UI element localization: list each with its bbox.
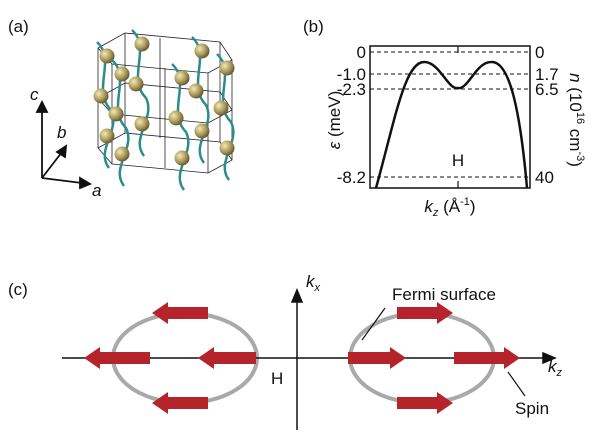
axis-b: b — [57, 123, 66, 142]
spin-arrow — [152, 302, 208, 324]
kz-label: kz — [548, 357, 563, 379]
panel-label: (c) — [8, 280, 28, 299]
spin-arrow — [397, 392, 453, 414]
spin-arrow — [152, 392, 208, 414]
right-tick-label: 0 — [535, 43, 544, 62]
left-tick-label: 0 — [357, 43, 366, 62]
spiral-chains — [94, 30, 235, 190]
atom — [175, 151, 190, 166]
fermi-surface-label: Fermi surface — [392, 285, 496, 304]
atom — [175, 71, 190, 86]
point-label: H — [452, 151, 464, 170]
y2-axis-label: n (1016 cm-3) — [566, 73, 586, 167]
point-label: H — [271, 369, 283, 388]
atom — [129, 77, 144, 92]
spin-arrow — [348, 347, 406, 369]
atom — [214, 101, 229, 116]
atom — [135, 117, 150, 132]
left-tick-label: -8.2 — [337, 168, 366, 187]
axis-a: a — [92, 181, 101, 200]
atom — [189, 84, 204, 99]
atom — [100, 129, 115, 144]
y-axis-label: ε (meV) — [325, 91, 344, 149]
atom — [169, 111, 184, 126]
atom — [94, 89, 109, 104]
atom — [115, 67, 130, 82]
atom — [109, 107, 124, 122]
right-tick-label: 6.5 — [535, 80, 559, 99]
dashed-levels — [370, 52, 530, 177]
kx-label: kx — [306, 272, 321, 294]
figure: (a) c b a (b) 0-1.0-2.3-8.201.76.540 ε (… — [0, 0, 605, 433]
spin-arrow — [84, 347, 150, 369]
leader-line — [508, 372, 525, 396]
spin-arrow — [198, 347, 256, 369]
x-axis-label: kz (Å-1) — [424, 196, 475, 219]
right-tick-label: 40 — [535, 168, 554, 187]
atom — [195, 44, 210, 59]
leader-line — [362, 308, 385, 340]
atom — [135, 37, 150, 52]
atom — [220, 61, 235, 76]
spin-label: Spin — [515, 399, 549, 418]
atom — [195, 124, 210, 139]
axis-c: c — [30, 85, 39, 104]
spin-arrow — [454, 347, 520, 369]
spin-arrow — [397, 302, 453, 324]
axes-triad — [37, 102, 90, 188]
atom — [220, 141, 235, 156]
panel-label: (b) — [303, 17, 324, 36]
atom — [115, 147, 130, 162]
panel-label: (a) — [8, 17, 29, 36]
